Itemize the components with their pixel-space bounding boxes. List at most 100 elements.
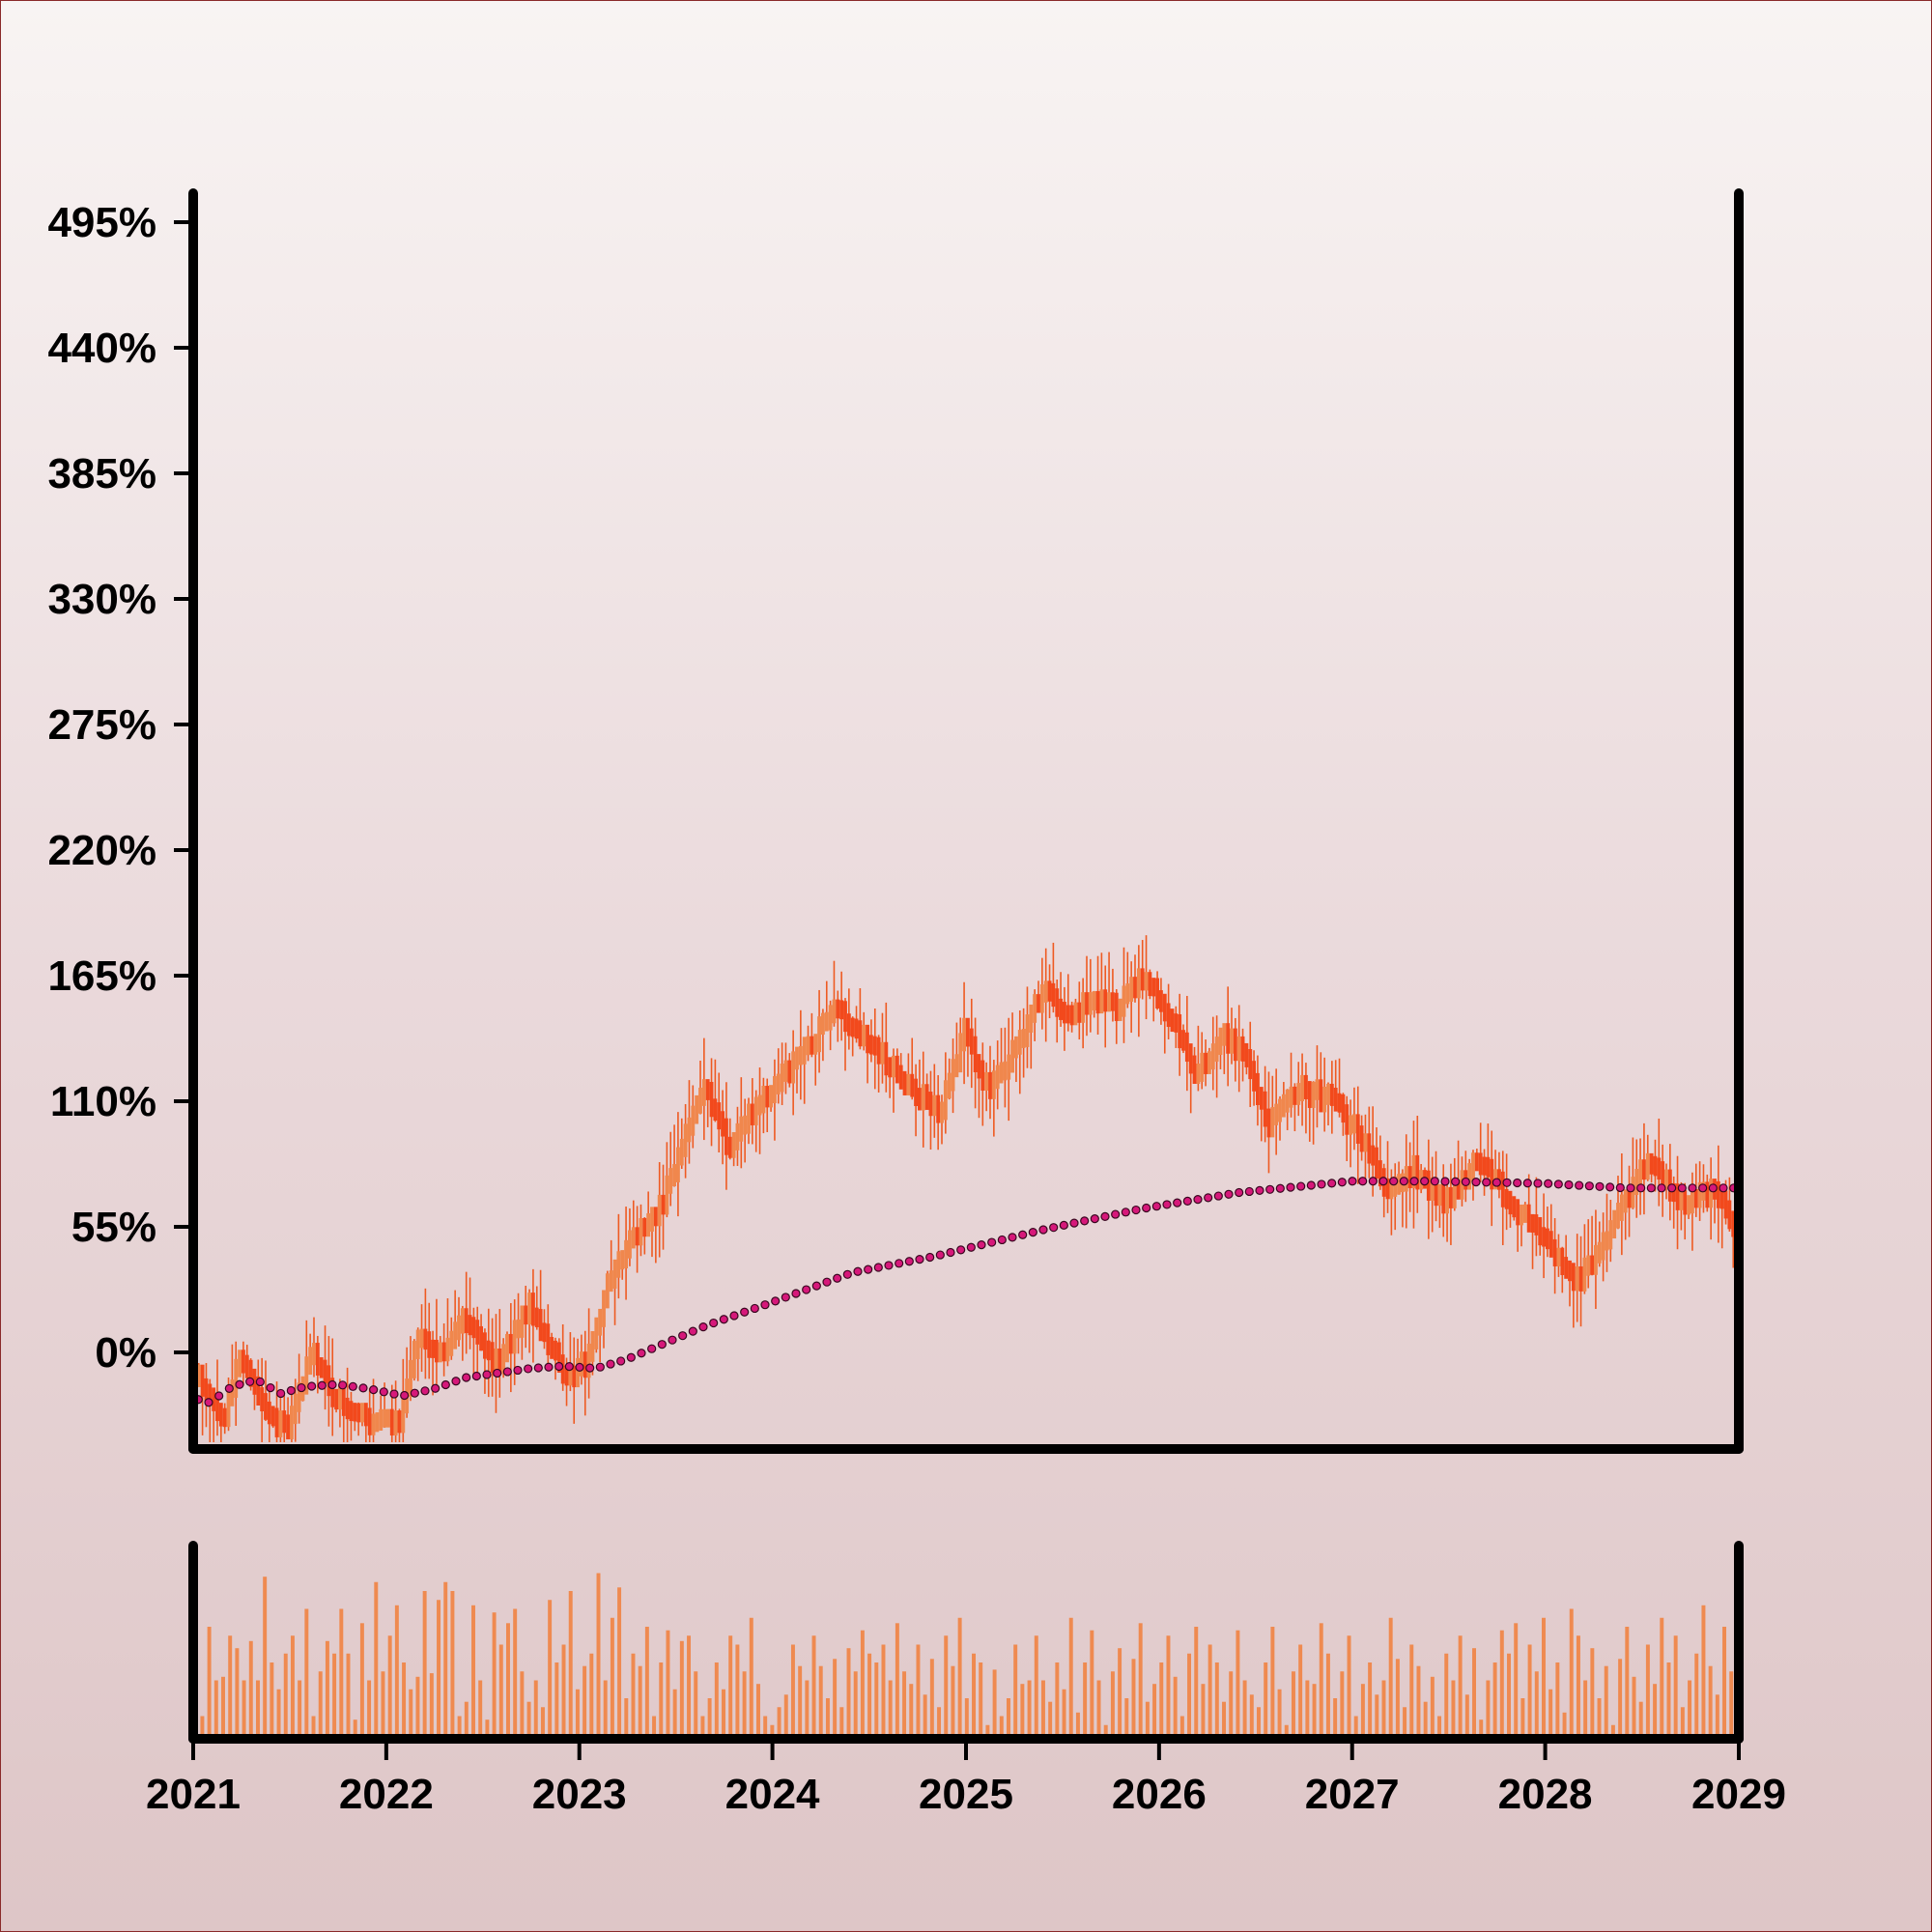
candle-body xyxy=(554,1340,557,1361)
candle-body xyxy=(1014,1036,1018,1059)
candle-body xyxy=(453,1321,458,1350)
candle-body xyxy=(906,1073,911,1095)
candle-body xyxy=(1047,980,1052,1002)
candle-body xyxy=(1683,1190,1688,1215)
volume-bar xyxy=(679,1640,684,1734)
volume-bar xyxy=(409,1689,413,1734)
candle-body xyxy=(520,1305,525,1338)
candle-body xyxy=(244,1354,249,1378)
candle-body xyxy=(966,1017,970,1047)
volume-bar xyxy=(839,1707,844,1734)
candle-body xyxy=(810,1036,814,1055)
candle-body xyxy=(1174,1013,1179,1033)
candle-body xyxy=(753,1096,758,1125)
candle-body xyxy=(977,1054,981,1079)
volume-bar xyxy=(846,1648,851,1734)
volume-bar xyxy=(652,1716,657,1734)
candle-body xyxy=(898,1065,903,1090)
candle-body xyxy=(441,1342,446,1362)
candle-body xyxy=(1244,1042,1249,1067)
moving-average-point xyxy=(637,1349,646,1358)
volume-bar xyxy=(213,1680,218,1734)
moving-average-point xyxy=(1636,1183,1646,1193)
volume-bar xyxy=(276,1689,281,1734)
moving-average-point xyxy=(1719,1183,1728,1193)
candle-body xyxy=(534,1307,539,1327)
volume-bar xyxy=(1437,1716,1442,1734)
moving-average-point xyxy=(1368,1177,1378,1186)
candle-body xyxy=(991,1070,996,1099)
volume-bar xyxy=(1257,1707,1261,1734)
moving-average-point xyxy=(533,1363,543,1373)
candle-body xyxy=(1208,1051,1211,1074)
moving-average-point xyxy=(709,1318,719,1328)
moving-average-point xyxy=(286,1385,296,1396)
candle-body xyxy=(226,1387,231,1428)
moving-average-point xyxy=(781,1293,790,1302)
volume-bar xyxy=(1688,1680,1692,1734)
volume-bar xyxy=(1645,1644,1650,1734)
moving-average-point xyxy=(235,1379,244,1389)
candle-body xyxy=(1693,1188,1698,1208)
candle-body xyxy=(1723,1190,1728,1219)
candle-body xyxy=(1508,1190,1513,1215)
candle-body xyxy=(1675,1183,1680,1210)
candle-body xyxy=(780,1064,784,1093)
candle-body xyxy=(1326,1083,1330,1105)
candle-body xyxy=(1627,1189,1632,1208)
volume-bar xyxy=(714,1662,719,1734)
candle-body xyxy=(605,1273,610,1309)
moving-average-point xyxy=(327,1379,337,1390)
candle-body xyxy=(1073,1002,1078,1026)
candle-body xyxy=(769,1085,773,1108)
volume-bar xyxy=(756,1684,760,1734)
candle-body xyxy=(576,1357,580,1388)
candle-body xyxy=(1151,978,1156,997)
candle-body xyxy=(508,1333,513,1354)
volume-bar xyxy=(402,1662,407,1734)
candle-body xyxy=(1474,1152,1479,1172)
candle-body xyxy=(1705,1181,1710,1208)
moving-average-point xyxy=(678,1331,688,1341)
volume-bar xyxy=(1333,1698,1338,1734)
candle-body xyxy=(1520,1204,1523,1226)
volume-bar xyxy=(255,1680,260,1734)
volume-bar xyxy=(568,1591,573,1734)
moving-average-point xyxy=(471,1371,481,1381)
candle-body xyxy=(761,1086,766,1114)
volume-bar xyxy=(1632,1676,1636,1734)
candle-body xyxy=(568,1365,573,1386)
moving-average-point xyxy=(729,1311,739,1321)
candle-body xyxy=(1304,1074,1308,1099)
candle-body xyxy=(1437,1183,1442,1207)
volume-bar xyxy=(1368,1662,1373,1734)
volume-bar xyxy=(923,1694,927,1734)
candle-body xyxy=(1731,1210,1736,1237)
moving-average-point xyxy=(451,1377,461,1386)
volume-bar xyxy=(722,1689,725,1734)
candle-body xyxy=(932,1094,937,1117)
moving-average-point xyxy=(987,1237,997,1247)
volume-bar xyxy=(694,1671,698,1734)
candle-body xyxy=(363,1403,368,1427)
candle-body xyxy=(1378,1160,1382,1187)
candle-body xyxy=(1482,1156,1487,1176)
volume-bar xyxy=(290,1635,295,1734)
moving-average-point xyxy=(925,1252,935,1263)
candle-body xyxy=(1315,1079,1320,1100)
candle-body xyxy=(1289,1086,1293,1108)
candle-body xyxy=(743,1115,748,1135)
moving-average-point xyxy=(513,1365,523,1376)
candle-body xyxy=(290,1406,294,1439)
candle-body xyxy=(1178,1013,1182,1049)
candle-body xyxy=(356,1403,361,1423)
volume-bar xyxy=(783,1694,788,1734)
volume-bar xyxy=(1096,1680,1101,1734)
candle-body xyxy=(371,1413,376,1435)
candle-body xyxy=(1240,1036,1245,1062)
volume-bar xyxy=(957,1617,962,1734)
candle-body xyxy=(639,1217,643,1246)
candle-body xyxy=(869,1035,873,1055)
moving-average-point xyxy=(1420,1177,1430,1186)
